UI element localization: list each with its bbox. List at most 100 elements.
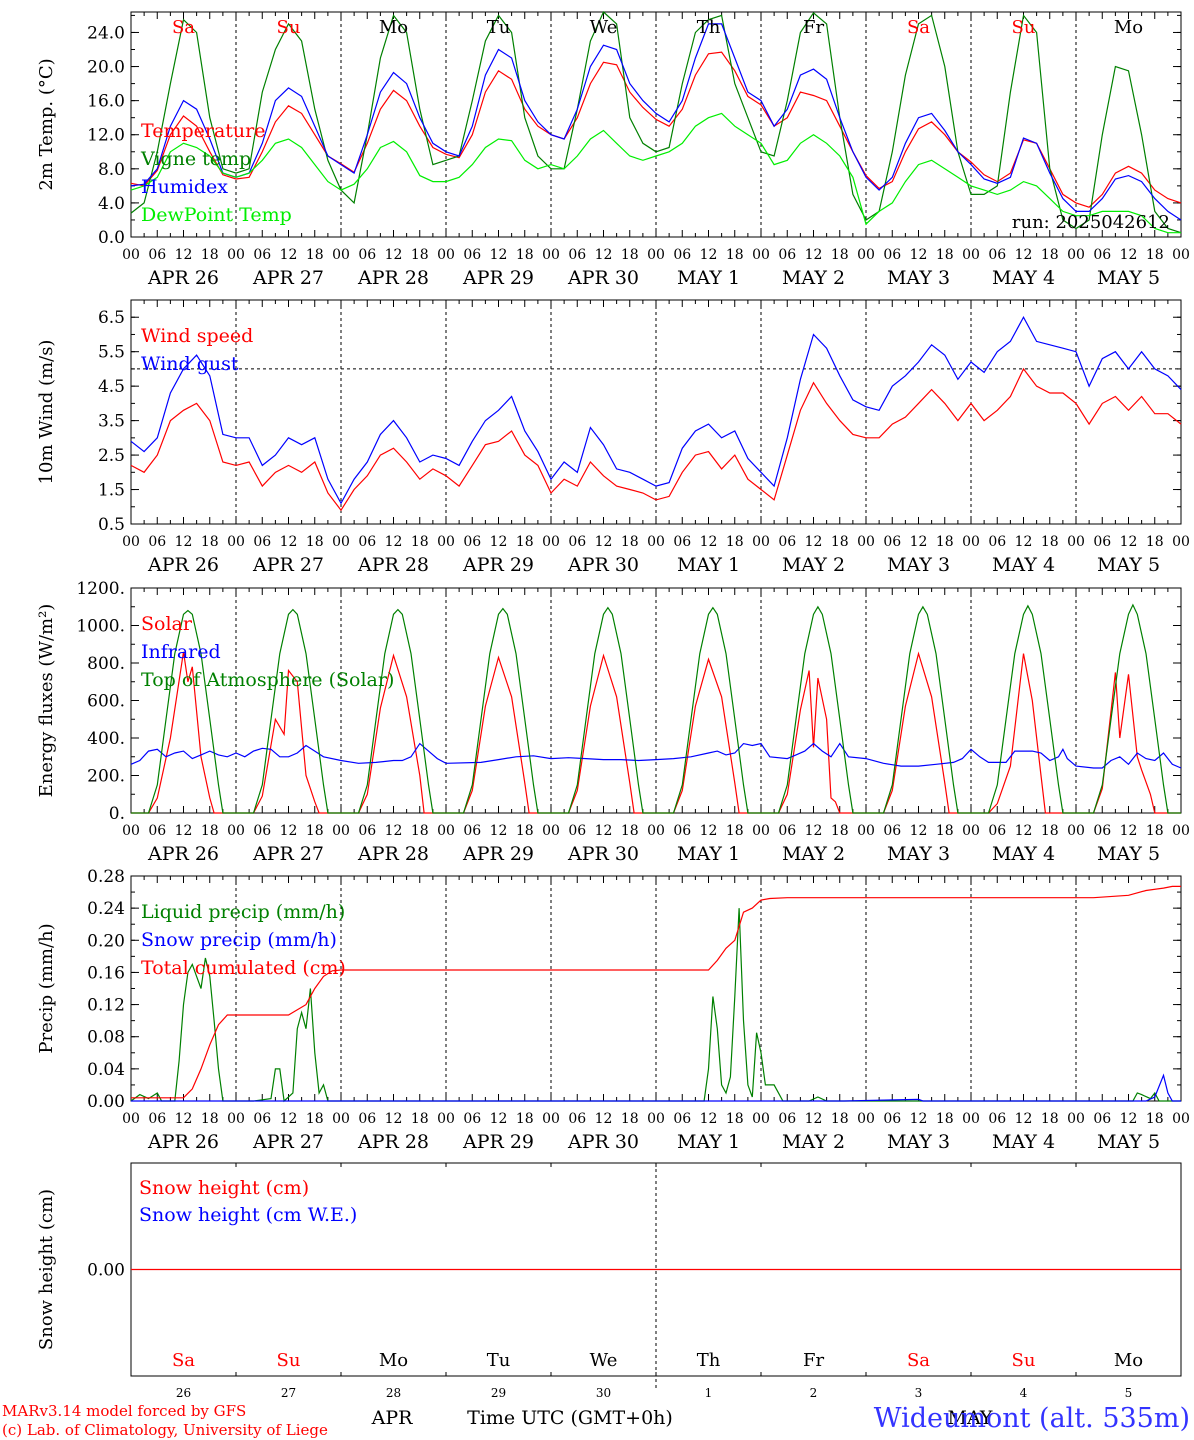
weekday-label: Fr [803,1350,824,1371]
hour-tick-label: 00 [437,1111,455,1127]
y-tick-label: 0.08 [87,1028,125,1048]
hour-tick-label: 00 [857,247,875,263]
y-tick-label: 12.0 [87,126,125,146]
date-label: MAY 1 [677,267,740,289]
footer-lab-credit: (c) Lab. of Climatology, University of L… [2,1421,328,1439]
plot-frame [130,299,1182,525]
y-tick-label: 5.5 [98,343,125,363]
hour-tick-label: 12 [805,1111,823,1127]
legend-entry: Snow height (cm W.E.) [139,1204,357,1226]
y-tick-label: 2.5 [98,446,125,466]
y-tick-label: 16.0 [87,92,125,112]
date-label: APR 27 [252,554,324,576]
y-axis-title: 2m Temp. (°C) [36,58,57,190]
hour-tick-label: 00 [1172,1111,1190,1127]
series-line-wind-gust [130,315,1182,505]
panel-2: 0.5 1.5 2.5 3.5 4.5 5.5 6.5 10m Wind (m/s) Wind … [36,299,1190,576]
hour-tick-label: 18 [1146,247,1164,263]
plot-frame [130,587,1182,814]
hour-tick-label: 06 [358,534,376,550]
date-label: APR 29 [462,1131,534,1153]
legend-entry: Wind gust [141,353,239,375]
weekday-label: Tu [487,1350,511,1371]
hour-tick-label: 06 [673,247,691,263]
weekday-label: Sa [907,1350,930,1371]
bottom-month-right: MAY [948,1407,993,1429]
hour-tick-label: 18 [516,247,534,263]
date-label: MAY 3 [887,267,950,289]
hour-tick-label: 06 [883,534,901,550]
hour-tick-label: 06 [253,247,271,263]
hour-tick-label: 18 [1041,534,1059,550]
hour-tick-label: 00 [962,1111,980,1127]
hour-tick-label: 00 [437,247,455,263]
hour-tick-label: 18 [411,823,429,839]
hour-tick-label: 00 [332,534,350,550]
hour-tick-label: 06 [778,1111,796,1127]
date-label: MAY 2 [782,843,845,865]
hour-tick-label: 06 [358,823,376,839]
hour-tick-label: 18 [201,1111,219,1127]
hour-tick-label: 00 [962,247,980,263]
y-tick-label: 0.5 [98,515,125,535]
legend-entry: Temperature [141,120,265,142]
hour-tick-label: 00 [962,534,980,550]
hour-tick-label: 00 [752,823,770,839]
x-axis-title: Time UTC (GMT+0h) [467,1407,673,1429]
date-label: APR 26 [147,843,219,865]
hour-tick-label: 18 [1146,823,1164,839]
hour-tick-label: 18 [831,247,849,263]
date-label: MAY 4 [992,267,1055,289]
hour-tick-label: 18 [411,1111,429,1127]
hour-tick-label: 00 [542,534,560,550]
hour-tick-label: 06 [988,823,1006,839]
weekday-label: Su [1012,1350,1036,1371]
hour-tick-label: 18 [726,823,744,839]
hour-tick-label: 18 [621,534,639,550]
hour-tick-label: 00 [752,534,770,550]
hour-tick-label: 00 [647,534,665,550]
hour-tick-label: 18 [621,247,639,263]
date-label: MAY 2 [782,267,845,289]
hour-tick-label: 06 [883,823,901,839]
day-number-label: 29 [491,1386,506,1400]
weekday-label: Th [697,1350,721,1371]
hour-tick-label: 06 [778,247,796,263]
bottom-month-left: APR [371,1407,414,1429]
hour-tick-label: 06 [778,534,796,550]
hour-tick-label: 12 [1015,534,1033,550]
hour-tick-label: 12 [1120,534,1138,550]
hour-tick-label: 06 [673,1111,691,1127]
y-tick-label: 1.5 [98,481,125,501]
hour-tick-label: 00 [857,534,875,550]
hour-tick-label: 06 [778,823,796,839]
series-line-humidex [130,23,1182,221]
hour-tick-label: 18 [306,823,324,839]
weekday-label: We [590,17,618,38]
series-line-vigne-temp [130,11,1182,234]
date-label: APR 30 [567,843,639,865]
hour-tick-label: 18 [306,1111,324,1127]
series-line-wind-speed [130,367,1182,512]
weekday-label: Th [697,17,721,38]
date-label: MAY 5 [1097,267,1160,289]
date-label: APR 26 [147,1131,219,1153]
hour-tick-label: 18 [936,534,954,550]
y-tick-label: 0.20 [87,931,125,951]
hour-tick-label: 00 [1172,247,1190,263]
hour-tick-label: 06 [568,534,586,550]
hour-tick-label: 18 [1041,823,1059,839]
hour-tick-label: 18 [726,534,744,550]
hour-tick-label: 12 [1015,823,1033,839]
hour-tick-label: 06 [1093,534,1111,550]
station-title: Wideumont (alt. 535m) [874,1403,1190,1434]
hour-tick-label: 18 [1041,1111,1059,1127]
hour-tick-label: 06 [883,1111,901,1127]
day-number-label: 3 [915,1386,923,1400]
hour-tick-label: 18 [831,534,849,550]
y-tick-label: 600. [87,692,125,712]
hour-tick-label: 18 [936,823,954,839]
weekday-label: Su [277,1350,301,1371]
hour-tick-label: 06 [148,1111,166,1127]
y-tick-label: 8.0 [98,160,125,180]
